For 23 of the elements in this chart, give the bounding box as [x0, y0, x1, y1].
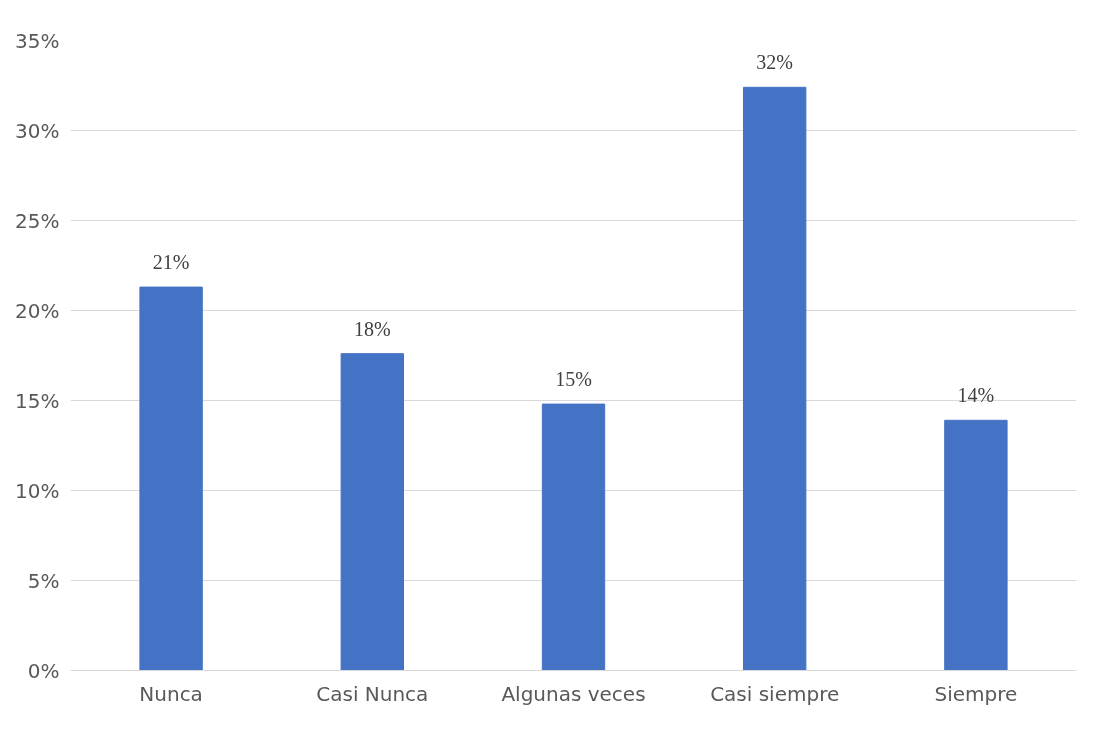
data-label: 18% — [353, 317, 391, 340]
bar — [944, 419, 1008, 671]
y-tick-label: 30% — [15, 118, 60, 143]
x-tick-label: Casi Nunca — [316, 681, 429, 706]
x-tick-label: Nunca — [139, 681, 203, 706]
bar — [340, 353, 404, 671]
data-label: 14% — [957, 384, 995, 407]
data-label: 32% — [756, 51, 794, 74]
y-tick-label: 20% — [15, 298, 60, 323]
bar — [541, 403, 606, 671]
data-label: 21% — [152, 251, 190, 274]
x-tick-label: Siempre — [934, 681, 1018, 706]
y-tick-label: 10% — [15, 478, 60, 503]
y-tick-label: 0% — [27, 658, 60, 683]
x-tick-label: Casi siempre — [710, 681, 840, 706]
y-tick-label: 35% — [15, 28, 60, 53]
x-tick-label: Algunas veces — [501, 681, 646, 706]
y-tick-label: 25% — [15, 208, 60, 233]
y-tick-label: 5% — [27, 568, 60, 593]
bar — [139, 286, 203, 671]
bar — [743, 86, 807, 671]
y-tick-label: 15% — [15, 388, 60, 413]
data-label: 15% — [555, 368, 592, 391]
